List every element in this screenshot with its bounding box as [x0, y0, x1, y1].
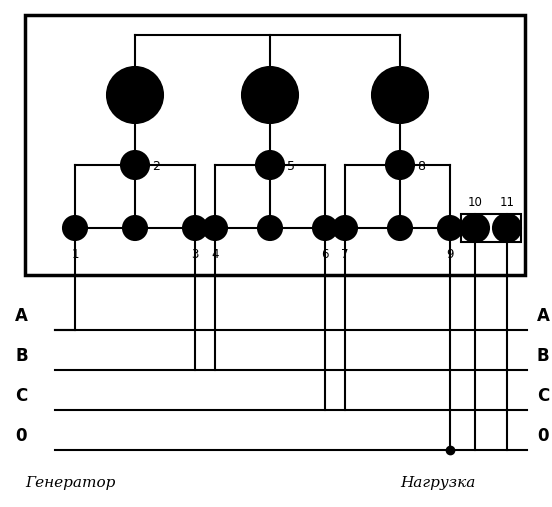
Circle shape [493, 214, 521, 242]
Circle shape [438, 216, 462, 240]
Text: 6: 6 [321, 248, 329, 261]
Bar [25, 15, 525, 275]
Text: B: B [537, 347, 550, 365]
Circle shape [242, 67, 298, 123]
Bar [461, 214, 521, 242]
Circle shape [388, 216, 412, 240]
Text: C: C [537, 387, 549, 405]
Circle shape [107, 67, 163, 123]
Circle shape [183, 216, 207, 240]
Circle shape [256, 151, 284, 179]
Text: A: A [15, 307, 28, 325]
Text: 7: 7 [341, 248, 349, 261]
Text: Генератор: Генератор [25, 476, 115, 490]
Circle shape [121, 151, 149, 179]
Text: 11: 11 [500, 196, 514, 209]
Circle shape [203, 216, 227, 240]
Text: 3: 3 [192, 248, 199, 261]
Text: 5: 5 [287, 161, 295, 173]
Text: 0: 0 [537, 427, 549, 445]
Circle shape [258, 216, 282, 240]
Text: 1: 1 [71, 248, 79, 261]
Text: B: B [15, 347, 28, 365]
Text: C: C [15, 387, 27, 405]
Circle shape [63, 216, 87, 240]
Circle shape [123, 216, 147, 240]
Text: 10: 10 [468, 196, 482, 209]
Circle shape [461, 214, 489, 242]
Circle shape [386, 151, 414, 179]
Text: 9: 9 [446, 248, 454, 261]
Text: Нагрузка: Нагрузка [400, 476, 475, 490]
Text: 0: 0 [15, 427, 26, 445]
Circle shape [333, 216, 357, 240]
Circle shape [313, 216, 337, 240]
Text: A: A [537, 307, 550, 325]
Text: 8: 8 [417, 161, 425, 173]
Circle shape [372, 67, 428, 123]
Text: 4: 4 [211, 248, 219, 261]
Text: 2: 2 [152, 161, 160, 173]
